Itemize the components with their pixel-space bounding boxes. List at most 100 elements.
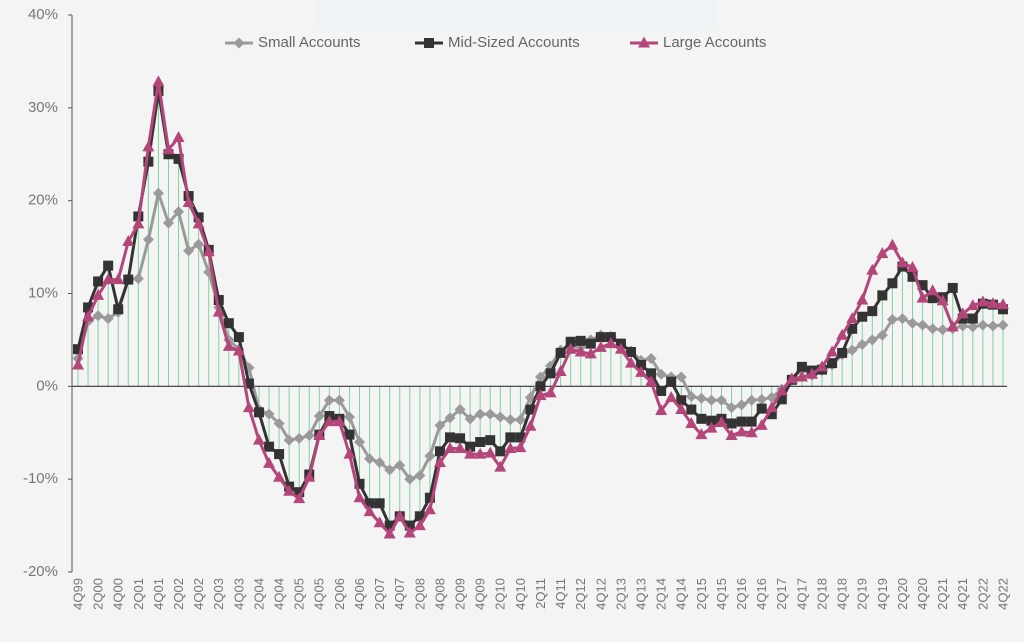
point [223,318,234,329]
y-tick-label: 40% [28,6,58,23]
point [103,260,114,271]
point [826,345,839,357]
legend-marker [424,38,434,48]
point [92,288,105,300]
point [313,410,325,422]
point [384,520,395,531]
point [574,345,587,357]
point [976,295,989,307]
point [263,408,275,420]
point [384,464,396,476]
x-tick-label: 4Q05 [312,578,327,610]
point [163,149,174,160]
point [303,430,315,442]
x-tick-label: 2Q02 [171,578,186,610]
point [354,436,366,448]
point [495,446,506,457]
point [123,274,134,285]
point [494,460,507,472]
point [434,419,446,431]
legend-background [318,0,718,30]
point [353,491,366,503]
point [676,395,687,406]
point [604,337,617,349]
point [283,484,296,496]
x-tick-label: 4Q09 [473,578,488,610]
point [202,245,215,257]
point [445,432,456,443]
point [394,459,406,471]
point [464,413,476,425]
point [173,206,185,218]
point [857,311,868,322]
point [736,416,747,427]
point [696,413,707,424]
point [877,290,888,301]
point [73,344,83,355]
x-tick-label: 4Q21 [955,578,970,610]
x-tick-label: 2Q14 [654,578,669,610]
point [213,294,224,305]
point [827,358,838,369]
point [333,394,345,406]
legend-label: Large Accounts [663,34,766,51]
point [383,527,396,539]
point [515,432,526,443]
point [967,313,978,324]
point [816,360,829,372]
point [233,332,244,343]
x-tick-label: 2Q13 [613,578,628,610]
point [645,375,658,387]
point [475,437,486,448]
point [455,433,466,444]
point [232,344,245,356]
point [645,352,657,364]
point [876,247,889,259]
point [283,434,295,446]
point [173,153,184,164]
legend-marker [233,37,245,49]
point [494,411,506,423]
point [745,426,758,438]
point [997,298,1009,310]
point [293,492,306,504]
point [172,131,185,143]
point [222,339,235,351]
x-tick-label: 2Q15 [694,578,709,610]
point [142,234,154,246]
point [102,313,114,325]
point [896,256,909,268]
point [655,368,667,380]
x-tick-label: 4Q17 [794,578,809,610]
point [423,503,436,515]
point [917,319,929,331]
point [594,340,607,352]
x-tick-label: 4Q10 [513,578,528,610]
series-line [76,191,1004,481]
point [705,394,717,406]
point [152,75,165,87]
point [263,456,276,468]
point [323,394,335,406]
x-tick-label: 2Q18 [814,578,829,610]
point [433,455,446,467]
point [323,415,336,427]
point [333,415,346,427]
point [967,321,979,333]
point [656,385,667,396]
point [766,409,777,420]
point [404,473,416,485]
x-tick-label: 4Q03 [231,578,246,610]
point [966,299,979,311]
point [545,368,556,379]
point [434,446,445,457]
point [625,346,636,357]
point [444,442,457,454]
point [132,217,145,229]
x-tick-label: 2Q16 [734,578,749,610]
point [193,238,205,250]
point [655,403,668,415]
point [444,412,456,424]
point [313,429,326,441]
x-tick-label: 4Q18 [835,578,850,610]
